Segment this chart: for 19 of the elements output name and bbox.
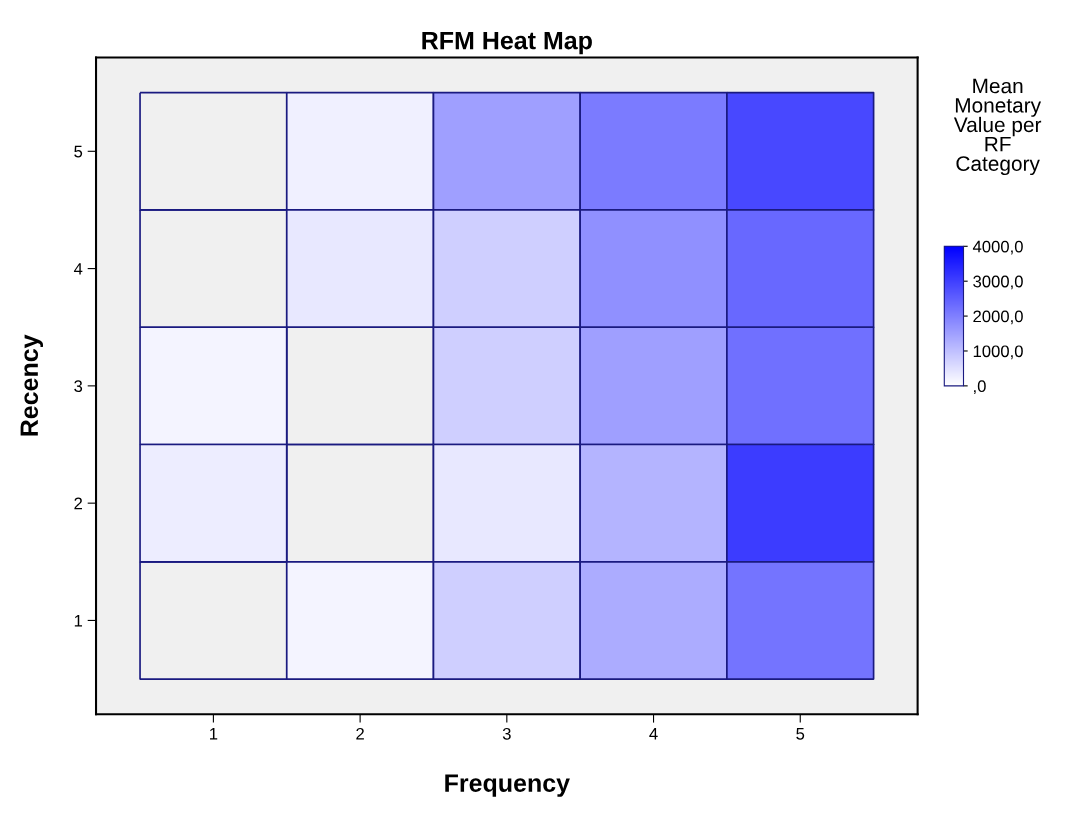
y-tick-label: 3 [74, 380, 83, 393]
x-tick-label: 5 [796, 728, 805, 740]
y-tick-label: 2 [74, 497, 82, 510]
color-bar-title: Mean Monetary Value per RF Category [953, 78, 1042, 176]
color-bar-label: 3000,0 [973, 275, 1023, 290]
color-bar-label: 2000,0 [973, 310, 1023, 325]
y-tick-label: 1 [74, 615, 83, 627]
x-tick-label: 3 [502, 727, 511, 740]
y-axis-title: Recency [20, 334, 44, 436]
color-bar-label: ,0 [974, 380, 986, 395]
y-tick-label: 5 [74, 145, 83, 158]
color-bar-label: 4000,0 [972, 240, 1023, 255]
x-axis-title: Frequency [445, 774, 570, 797]
x-tick-label: 4 [649, 728, 658, 740]
y-tick-label: 4 [73, 263, 83, 275]
x-tick-label: 1 [210, 728, 218, 740]
chart-title: RFM Heat Map [422, 31, 592, 55]
x-tick-label: 2 [356, 727, 364, 740]
color-bar-label: 1000,0 [973, 345, 1023, 360]
